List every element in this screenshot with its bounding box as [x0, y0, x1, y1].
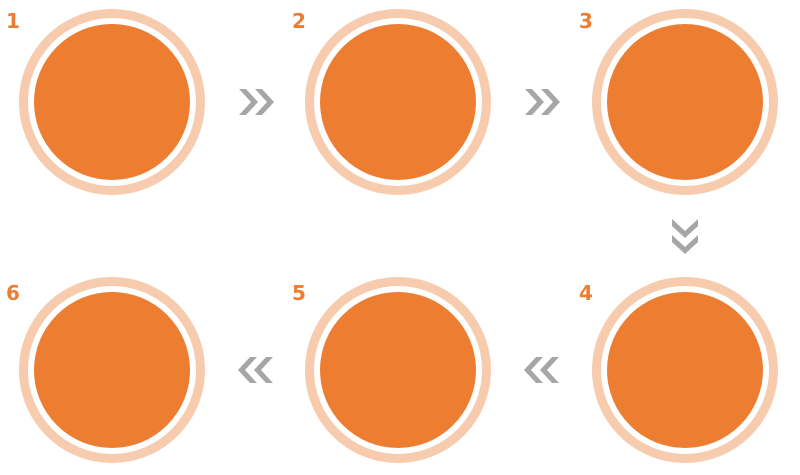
step-2-node: [305, 9, 491, 195]
step-3-node: [592, 9, 778, 195]
double-chevron-right-icon: [239, 89, 274, 115]
step-circle: [320, 292, 476, 448]
step-circle: [34, 292, 190, 448]
step-number-label: 5: [292, 281, 306, 305]
step-circle: [320, 24, 476, 180]
double-chevron-left-icon: [524, 357, 559, 383]
double-chevron-left-icon: [238, 357, 273, 383]
step-number-label: 2: [292, 9, 306, 33]
step-circle: [607, 24, 763, 180]
step-circle: [34, 24, 190, 180]
step-6-node: [19, 277, 205, 463]
step-circle: [607, 292, 763, 448]
double-chevron-right-icon: [525, 89, 560, 115]
step-number-label: 3: [579, 9, 593, 33]
step-5-node: [305, 277, 491, 463]
step-number-label: 4: [579, 281, 593, 305]
step-number-label: 6: [6, 281, 20, 305]
double-chevron-down-icon: [672, 219, 698, 254]
step-1-node: [19, 9, 205, 195]
step-number-label: 1: [6, 9, 20, 33]
step-4-node: [592, 277, 778, 463]
